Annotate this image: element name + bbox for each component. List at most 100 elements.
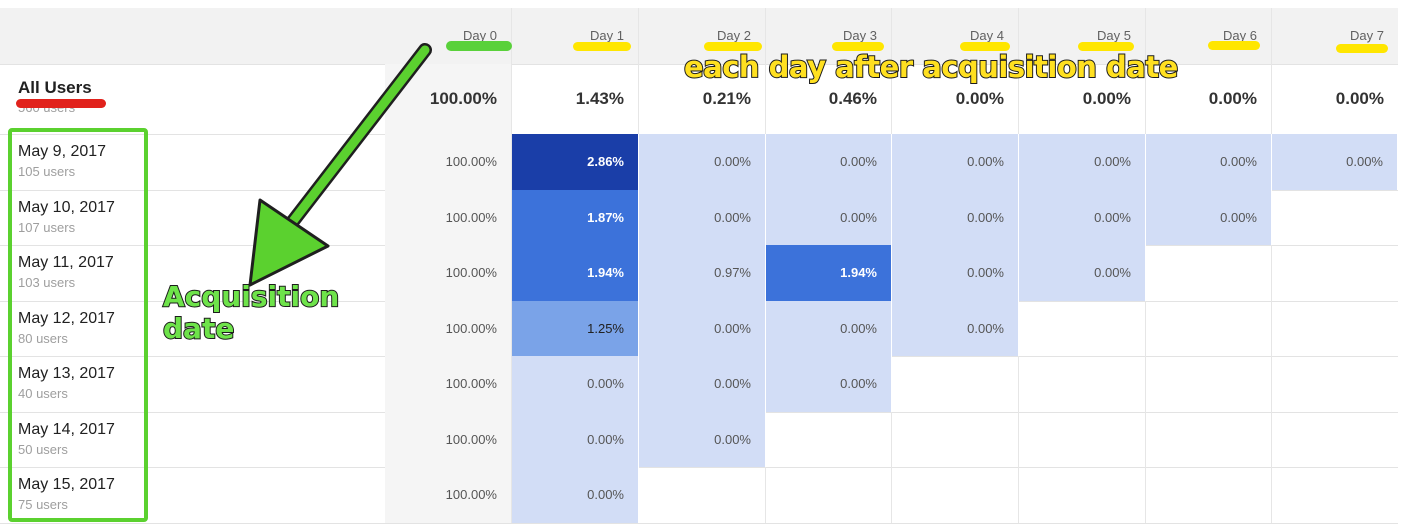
retention-cell-day-2[interactable]: 0.00% — [639, 356, 766, 412]
cohort-row: May 14, 2017 50 users 100.00% 0.00% 0.00% — [0, 411, 1398, 468]
retention-cell-day-6 — [1146, 300, 1272, 356]
cohort-label-cell: May 14, 2017 50 users — [0, 412, 385, 468]
retention-cell-day-7 — [1272, 412, 1398, 468]
col-header-day-7[interactable]: Day 7 — [1272, 8, 1398, 64]
retention-cell-day-5[interactable]: 0.00% — [1019, 134, 1146, 190]
day-6-yellow-highlight — [1208, 41, 1260, 50]
cohort-user-count: 75 users — [18, 497, 68, 512]
retention-cell-day-2 — [639, 467, 766, 523]
col-header-day-6[interactable]: Day 6 — [1146, 8, 1272, 64]
annotation-acquisition-line2: date — [162, 311, 235, 346]
retention-cell-day-1[interactable]: 0.00% — [512, 411, 639, 467]
retention-cell-day-2[interactable]: 0.00% — [639, 189, 766, 245]
retention-cell-day-4 — [892, 467, 1019, 523]
col-header-day-3[interactable]: Day 3 — [766, 8, 892, 64]
retention-cell-day-6[interactable]: 0.00% — [1146, 134, 1272, 190]
retention-cell-day-7 — [1272, 467, 1398, 523]
retention-cell-day-1[interactable]: 2.86% — [512, 134, 639, 190]
all-users-day-6: 0.00% — [1146, 64, 1272, 134]
all-users-day-4: 0.00% — [892, 64, 1019, 134]
retention-cell-day-1[interactable]: 0.00% — [512, 467, 639, 523]
retention-cell-day-4 — [892, 356, 1019, 412]
cohort-row: May 10, 2017 107 users 100.00% 1.87% 0.00% 0.… — [0, 189, 1398, 246]
day-3-yellow-highlight — [832, 42, 884, 51]
col-header-label: Day 3 — [843, 28, 877, 43]
col-header-day-4[interactable]: Day 4 — [892, 8, 1019, 64]
day-5-yellow-highlight — [1078, 42, 1134, 51]
retention-cell-day-5[interactable]: 0.00% — [1019, 189, 1146, 245]
retention-cell-day-7 — [1272, 245, 1398, 301]
retention-cell-day-5 — [1019, 356, 1146, 412]
cohort-date: May 12, 2017 — [18, 309, 115, 327]
all-users-day-7: 0.00% — [1335, 89, 1384, 108]
retention-cell-day-2[interactable]: 0.00% — [639, 134, 766, 190]
retention-cell-day-1[interactable]: 1.87% — [512, 189, 639, 245]
cohort-user-count: 80 users — [18, 330, 68, 346]
retention-cell-day-5 — [1019, 467, 1146, 523]
retention-cell-day-3[interactable]: 0.00% — [766, 356, 892, 412]
cohort-user-count: 50 users — [18, 441, 68, 457]
retention-cell-day-6[interactable]: 0.00% — [1146, 189, 1272, 245]
retention-cell-day-6 — [1146, 245, 1272, 301]
retention-cell-day-1[interactable]: 1.25% — [512, 300, 639, 356]
col-header-day-1[interactable]: Day 1 — [512, 8, 639, 64]
cohort-user-count: 105 users — [18, 164, 76, 179]
retention-cell-day-7 — [1272, 190, 1398, 246]
retention-cell-day-2[interactable]: 0.97% — [639, 245, 766, 301]
retention-cell-day-0: 100.00% — [385, 467, 512, 523]
header-row: Day 0 Day 1 Day 2 Day 3 Day 4 Day 5 Day … — [0, 8, 1398, 65]
retention-cell-day-1[interactable]: 0.00% — [512, 356, 639, 412]
retention-cell-day-0: 100.00% — [385, 245, 512, 301]
cohort-row: May 12, 2017 80 users 100.00% 1.25% 0.00% 0.0… — [0, 300, 1398, 357]
acquisition-date-box — [8, 128, 148, 522]
annotation-acquisition-line1: Acquisition — [162, 279, 340, 314]
cohort-row: May 13, 2017 40 users 100.00% 0.00% 0.00% 0.0… — [0, 356, 1398, 413]
cohort-user-count: 40 users — [18, 386, 68, 401]
cohort-label-cell: May 11, 2017 103 users — [0, 245, 385, 301]
col-header-label: Day 2 — [717, 28, 751, 43]
retention-cell-day-2[interactable]: 0.00% — [639, 411, 766, 467]
cohort-date: May 13, 2017 — [18, 365, 115, 382]
retention-cell-day-3[interactable]: 0.00% — [766, 134, 892, 190]
retention-cell-day-7[interactable]: 0.00% — [1272, 134, 1398, 190]
retention-cell-day-7 — [1272, 356, 1398, 412]
cohort-label-cell: May 15, 2017 75 users — [0, 467, 385, 523]
retention-cell-day-3[interactable]: 1.94% — [766, 245, 892, 301]
all-users-day-1: 1.43% — [512, 64, 639, 134]
cohort-date: May 11, 2017 — [18, 254, 114, 271]
retention-cell-day-0: 100.00% — [385, 189, 512, 245]
col-header-day-5[interactable]: Day 5 — [1019, 8, 1146, 64]
all-users-red-underline — [16, 99, 106, 108]
retention-cell-day-4[interactable]: 0.00% — [892, 300, 1019, 356]
retention-cell-day-3 — [766, 411, 892, 467]
col-header-label: Day 5 — [1097, 28, 1131, 43]
col-header-day-2[interactable]: Day 2 — [639, 8, 766, 64]
col-header-label: Day 0 — [463, 28, 497, 43]
retention-cell-day-1[interactable]: 1.94% — [512, 245, 639, 301]
day-2-yellow-highlight — [704, 42, 762, 51]
all-users-day-3: 0.46% — [766, 64, 892, 134]
retention-cell-day-3[interactable]: 0.00% — [766, 189, 892, 245]
cohort-row: May 9, 2017 105 users 100.00% 2.86% 0.00% 0.0… — [0, 134, 1398, 191]
cohort-user-count: 107 users — [18, 219, 76, 235]
all-users-day-2: 0.21% — [639, 64, 766, 134]
retention-cell-day-7 — [1272, 301, 1398, 357]
retention-cell-day-3[interactable]: 0.00% — [766, 300, 892, 356]
cohort-date: May 14, 2017 — [18, 420, 115, 438]
retention-cell-day-2[interactable]: 0.00% — [639, 300, 766, 356]
annotation-each-day: each day after acquisition date — [683, 49, 1179, 85]
col-header-label: Day 4 — [970, 28, 1004, 43]
retention-cell-day-5 — [1019, 300, 1146, 356]
retention-cell-day-4[interactable]: 0.00% — [892, 189, 1019, 245]
retention-cell-day-4[interactable]: 0.00% — [892, 134, 1019, 190]
retention-cell-day-4[interactable]: 0.00% — [892, 245, 1019, 301]
all-users-label: All Users — [18, 78, 92, 97]
retention-cell-day-5[interactable]: 0.00% — [1019, 245, 1146, 301]
retention-cell-day-0: 100.00% — [385, 134, 512, 190]
col-header-label: Day 7 — [1350, 28, 1384, 43]
cohort-user-count: 103 users — [18, 275, 76, 290]
retention-cell-day-6 — [1146, 356, 1272, 412]
col-header-day-0[interactable]: Day 0 — [385, 8, 512, 64]
day-7-yellow-highlight — [1336, 44, 1388, 53]
retention-cell-day-5 — [1019, 411, 1146, 467]
